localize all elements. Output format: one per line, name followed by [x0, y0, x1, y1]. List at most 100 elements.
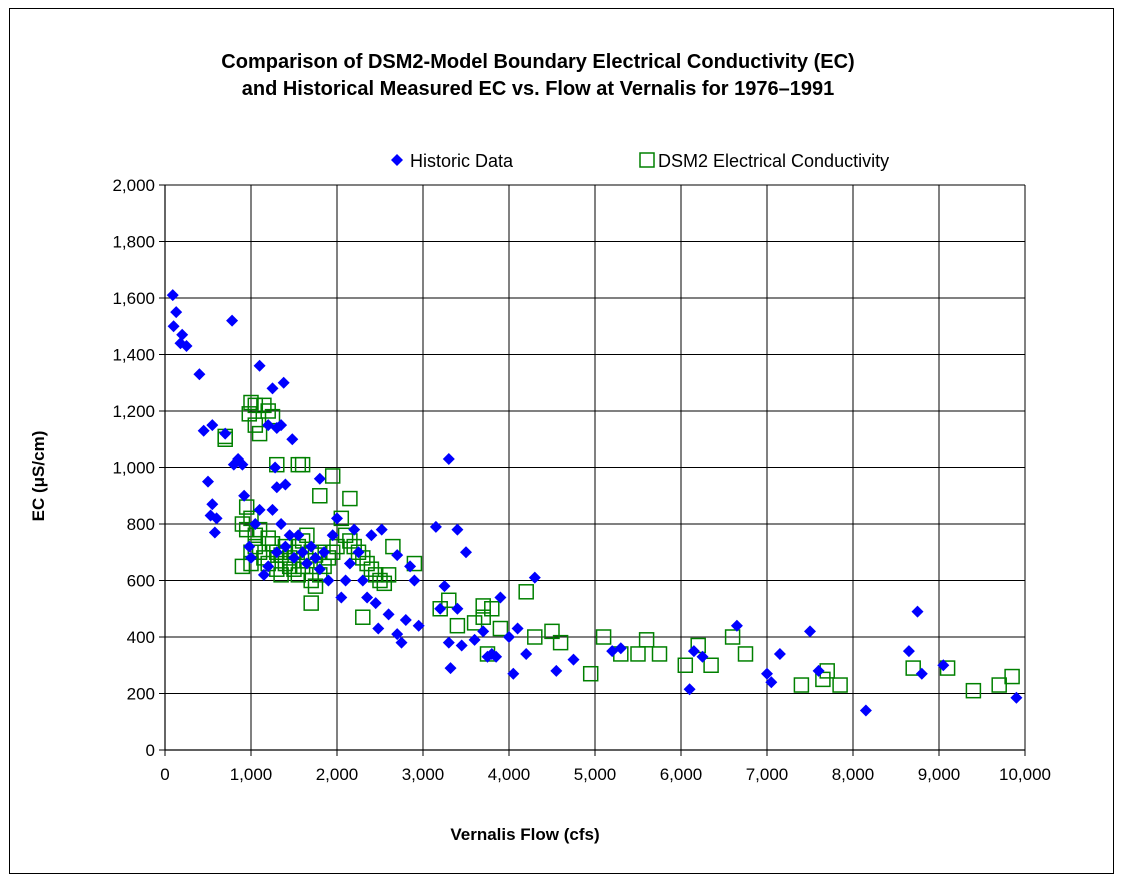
x-tick-label: 3,000	[402, 765, 445, 784]
historic-point	[451, 602, 464, 615]
chart-frame: Comparison of DSM2-Model Boundary Electr…	[9, 8, 1114, 874]
dsm2-point	[260, 403, 276, 419]
dsm2-point	[303, 572, 319, 589]
dsm2-point	[243, 394, 259, 411]
axes	[159, 184, 1026, 756]
dsm2-point	[595, 629, 612, 645]
historic-point	[204, 509, 217, 522]
historic-point	[365, 529, 378, 542]
dsm2-point	[329, 538, 345, 555]
legend-label-historic: Historic Data	[410, 151, 514, 171]
dsm2-point	[677, 657, 694, 673]
historic-point	[429, 520, 442, 533]
x-axis-label: Vernalis Flow (cfs)	[450, 825, 599, 844]
series-dsm2	[217, 394, 1020, 699]
historic-point	[343, 557, 356, 570]
dsm2-point	[582, 665, 599, 682]
historic-point	[434, 602, 447, 615]
historic-point	[395, 636, 408, 649]
historic-point	[348, 523, 361, 536]
y-tick-label: 200	[127, 685, 155, 704]
y-tick-label: 1,200	[112, 402, 155, 421]
historic-point	[477, 625, 490, 638]
y-tick-label: 1,000	[112, 459, 155, 478]
y-tick-label: 0	[146, 741, 155, 760]
historic-point	[166, 289, 179, 302]
historic-point	[243, 540, 256, 553]
historic-point	[511, 622, 524, 635]
historic-point	[270, 421, 283, 434]
historic-point	[193, 368, 206, 381]
historic-point	[226, 314, 239, 327]
historic-point	[292, 529, 305, 542]
historic-point	[257, 568, 270, 581]
historic-point	[503, 631, 515, 643]
historic-point	[391, 628, 404, 641]
historic-point	[219, 427, 232, 440]
historic-point	[331, 512, 343, 525]
dsm2-point	[238, 499, 255, 515]
historic-point	[528, 571, 541, 584]
dsm2-point	[307, 578, 324, 594]
historic-point	[269, 461, 282, 474]
historic-point	[202, 475, 214, 488]
dsm2-point	[832, 677, 848, 693]
historic-point	[318, 546, 331, 559]
historic-point	[455, 639, 468, 652]
historic-point	[765, 676, 778, 689]
dsm2-point	[247, 397, 264, 414]
historic-point	[687, 645, 700, 658]
dsm2-point	[350, 544, 367, 560]
dsm2-point	[277, 555, 294, 572]
dsm2-point	[466, 615, 483, 631]
historic-point	[210, 512, 223, 525]
dsm2-point	[241, 406, 258, 422]
historic-point	[253, 503, 266, 516]
x-tick-labels: 0 1,000 2,000 3,000 4,000 5,000 6,000 7,000 8,00…	[160, 765, 1051, 784]
y-tick-label: 1,600	[112, 289, 155, 308]
dsm2-point	[991, 677, 1007, 693]
y-tick-label: 2,000	[112, 176, 155, 195]
historic-point	[208, 526, 221, 539]
historic-point	[460, 546, 472, 559]
historic-point	[266, 503, 279, 516]
x-tick-label: 7,000	[746, 765, 789, 784]
dsm2-point	[234, 558, 251, 575]
chart-subtitle: and Historical Measured EC vs. Flow at V…	[242, 78, 834, 100]
dsm2-point	[359, 555, 375, 572]
historic-point	[249, 518, 262, 530]
y-tick-label: 1,800	[112, 233, 155, 252]
x-tick-label: 2,000	[316, 765, 359, 784]
legend-label-dsm2: DSM2 Electrical Conductivity	[658, 151, 889, 171]
historic-point	[279, 540, 292, 553]
x-tick-label: 10,000	[999, 765, 1051, 784]
dsm2-point	[475, 598, 491, 614]
historic-point	[313, 563, 326, 576]
historic-point	[372, 622, 385, 635]
dsm2-point	[475, 609, 491, 625]
historic-point	[382, 608, 395, 621]
dsm2-point	[492, 620, 509, 637]
y-tick-labels: 0 200 400 600 800 1,000 1,200 1,400 1,600 1,800 2,…	[112, 176, 155, 760]
x-tick-label: 4,000	[488, 765, 531, 784]
historic-point	[283, 529, 296, 542]
historic-point	[253, 359, 266, 372]
scatter-chart: Comparison of DSM2-Model Boundary Electr…	[29, 51, 1051, 844]
dsm2-point	[363, 561, 380, 577]
historic-point	[279, 478, 292, 491]
historic-point	[266, 382, 279, 395]
historic-point	[399, 614, 412, 627]
legend: Historic Data DSM2 Electrical Conductivi…	[391, 151, 889, 171]
y-tick-label: 600	[127, 572, 155, 591]
historic-point	[412, 619, 425, 632]
historic-point	[339, 574, 352, 587]
historic-point	[859, 704, 872, 717]
historic-point	[442, 636, 455, 649]
dsm2-point	[380, 567, 397, 583]
historic-point	[550, 664, 563, 677]
x-tick-label: 8,000	[832, 765, 875, 784]
x-tick-label: 5,000	[574, 765, 617, 784]
historic-point	[313, 472, 326, 485]
dsm2-point	[290, 567, 307, 583]
historic-point	[206, 498, 219, 511]
